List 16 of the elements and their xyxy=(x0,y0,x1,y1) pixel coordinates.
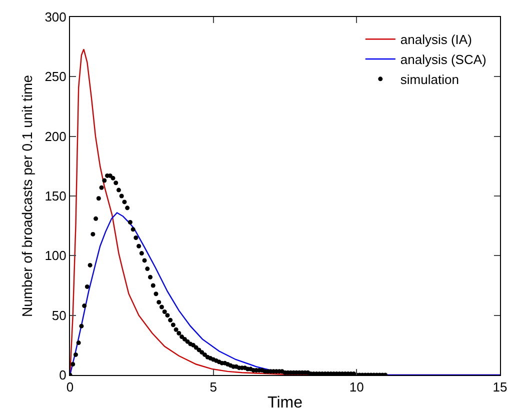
y-tick-label: 200 xyxy=(44,128,66,144)
x-axis-title: Time xyxy=(268,394,303,412)
x-tick-label: 15 xyxy=(492,380,508,395)
y-tick-label: 250 xyxy=(44,69,66,84)
y-tick-label: 150 xyxy=(44,188,66,204)
x-tick-label: 10 xyxy=(349,380,364,395)
x-tick-label: 5 xyxy=(210,380,217,395)
legend-label: simulation xyxy=(400,72,459,87)
y-tick-label: 0 xyxy=(59,368,66,383)
y-tick-label: 50 xyxy=(52,308,66,323)
legend-label: analysis (SCA) xyxy=(400,52,486,68)
line-series xyxy=(70,212,500,375)
y-axis-title: Number of broadcasts per 0.1 unit time xyxy=(19,74,35,318)
y-tick-label: 300 xyxy=(44,10,66,25)
y-tick-label: 100 xyxy=(44,248,66,264)
legend-label: analysis (IA) xyxy=(400,32,472,48)
